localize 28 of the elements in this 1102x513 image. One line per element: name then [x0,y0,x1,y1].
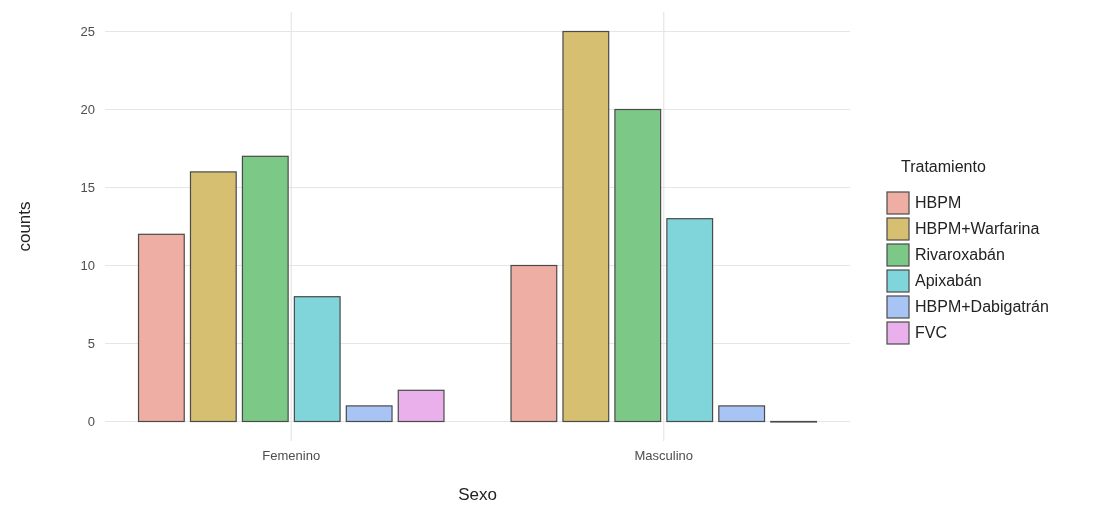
y-tick-label: 10 [80,258,95,274]
legend-label: FVC [915,324,947,341]
legend-label: Apixabán [915,272,982,289]
y-tick-label: 20 [80,102,95,118]
y-tick-label: 25 [80,24,95,40]
legend-label: Rivaroxabán [915,246,1005,263]
bar [137,233,185,423]
legend-title: Tratamiento [901,158,986,175]
bar [614,108,662,423]
y-tick-label: 15 [80,180,95,196]
bar [397,389,445,423]
legend-label: HBPM+Warfarina [915,220,1040,237]
bar [293,296,341,423]
y-tick-label: 0 [87,414,95,430]
x-tick-label: Masculino [634,448,694,464]
x-tick-label: Femenino [262,448,321,464]
bar [718,405,766,423]
legend-label: HBPM+Dabigatrán [915,298,1049,315]
bar [510,264,558,423]
y-tick-label: 5 [87,336,95,352]
legend-label: HBPM [915,194,962,211]
x-axis-title: Sexo [458,485,497,504]
bar [189,171,237,423]
bar [666,218,714,423]
bar [562,30,610,423]
bar [241,155,289,423]
y-axis-title: counts [15,201,34,252]
bar [345,405,393,423]
